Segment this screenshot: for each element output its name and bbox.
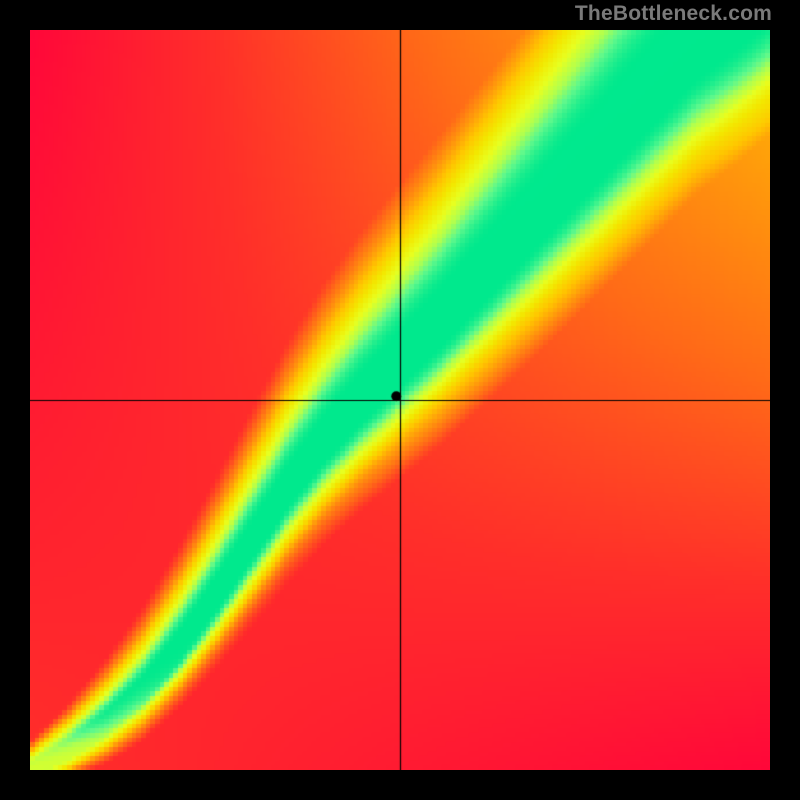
watermark-text: TheBottleneck.com <box>575 2 772 26</box>
chart-container: TheBottleneck.com <box>0 0 800 800</box>
heatmap-canvas <box>30 30 770 770</box>
heatmap-plot-area <box>30 30 770 770</box>
